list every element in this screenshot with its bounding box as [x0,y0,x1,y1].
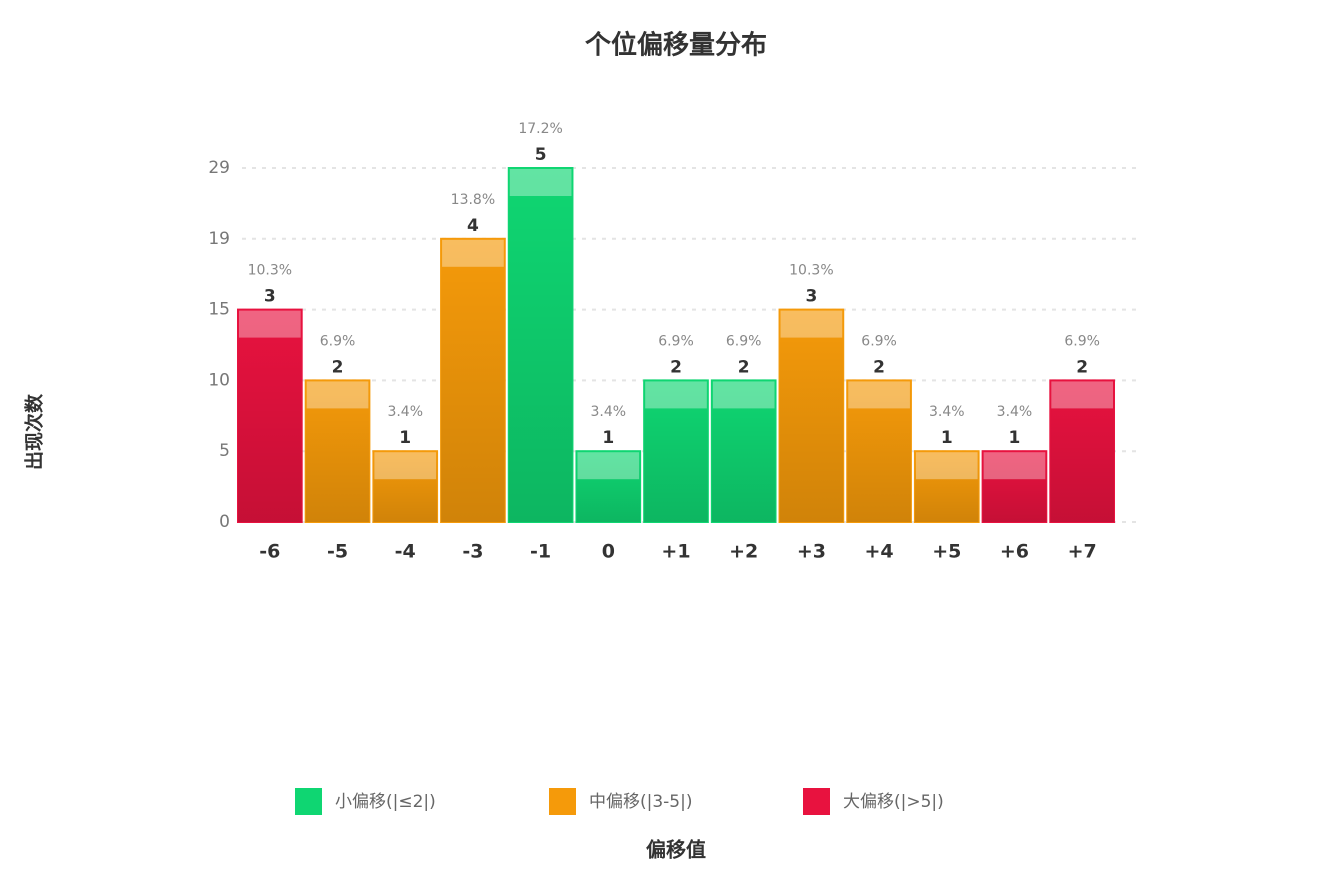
bar-highlight [848,381,910,409]
percent-label: 3.4% [997,404,1033,420]
bar-highlight [780,310,843,338]
legend-swatch [803,788,830,815]
y-tick-label: 10 [208,370,230,390]
x-tick-label: 0 [602,541,615,563]
bar-highlight [712,381,775,409]
x-tick-label: +5 [932,541,961,563]
bar-highlight [915,452,978,480]
bar-shade [847,380,911,522]
bar-shade [644,380,708,522]
percent-label: 6.9% [726,333,762,349]
percent-label: 6.9% [658,333,694,349]
y-tick-label: 29 [208,158,230,178]
count-label: 2 [332,357,344,377]
y-axis-title: 出现次数 [23,393,46,470]
y-tick-label: 0 [219,512,230,532]
y-tick-label: 19 [208,229,230,249]
count-label: 1 [1009,428,1021,448]
bar-highlight [442,239,504,267]
bar-highlight [645,381,707,409]
bar-shade [711,380,776,522]
bar-shade [1050,380,1114,522]
count-label: 3 [264,287,276,307]
bar-shade [914,451,979,522]
percent-label: 13.8% [451,192,495,208]
x-tick-label: -5 [327,541,348,563]
bar-shade [508,168,573,522]
legend-swatch [549,788,576,815]
count-label: 1 [399,428,411,448]
bar-highlight [577,452,640,480]
bar-highlight [983,452,1046,480]
bar-shade [305,380,370,522]
bar-shade [779,309,844,522]
x-axis-title: 偏移值 [646,838,706,862]
count-label: 3 [805,287,817,307]
x-tick-label: +6 [1000,541,1029,563]
y-tick-label: 15 [208,300,230,320]
x-tick-label: +4 [865,541,894,563]
x-tick-label: -6 [259,541,280,563]
bar-shade [238,309,302,522]
percent-label: 10.3% [248,263,292,279]
bar-shade [982,451,1047,522]
bar-highlight [306,381,369,409]
x-tick-label: +2 [729,541,758,563]
count-label: 2 [1076,357,1088,377]
legend-label: 小偏移(|≤2|) [335,792,436,812]
count-label: 2 [738,357,750,377]
count-label: 2 [670,357,682,377]
count-label: 5 [535,145,547,165]
percent-label: 3.4% [591,404,627,420]
count-label: 2 [873,357,885,377]
chart-title: 个位偏移量分布 [585,30,767,61]
x-tick-label: +1 [661,541,690,563]
percent-label: 17.2% [518,121,562,137]
legend-label: 中偏移(|3-5|) [589,792,693,812]
count-label: 4 [467,216,479,236]
bar-highlight [1051,381,1113,409]
bar-highlight [239,310,301,338]
bar-highlight [374,452,437,480]
percent-label: 3.4% [387,404,423,420]
percent-label: 6.9% [320,333,356,349]
x-tick-label: +7 [1068,541,1097,563]
bar-shade [576,451,641,522]
x-tick-label: -1 [530,541,551,563]
bar-shade [373,451,438,522]
percent-label: 3.4% [929,404,965,420]
percent-label: 6.9% [1064,333,1100,349]
count-label: 1 [602,428,614,448]
x-tick-label: +3 [797,541,826,563]
percent-label: 10.3% [789,263,833,279]
y-tick-label: 5 [219,441,230,461]
count-label: 1 [941,428,953,448]
x-tick-label: -4 [395,541,416,563]
bar-highlight [509,169,572,196]
legend-swatch [295,788,322,815]
x-tick-label: -3 [462,541,483,563]
bar-shade [441,238,505,523]
legend-label: 大偏移(|>5|) [843,792,944,812]
percent-label: 6.9% [861,333,897,349]
